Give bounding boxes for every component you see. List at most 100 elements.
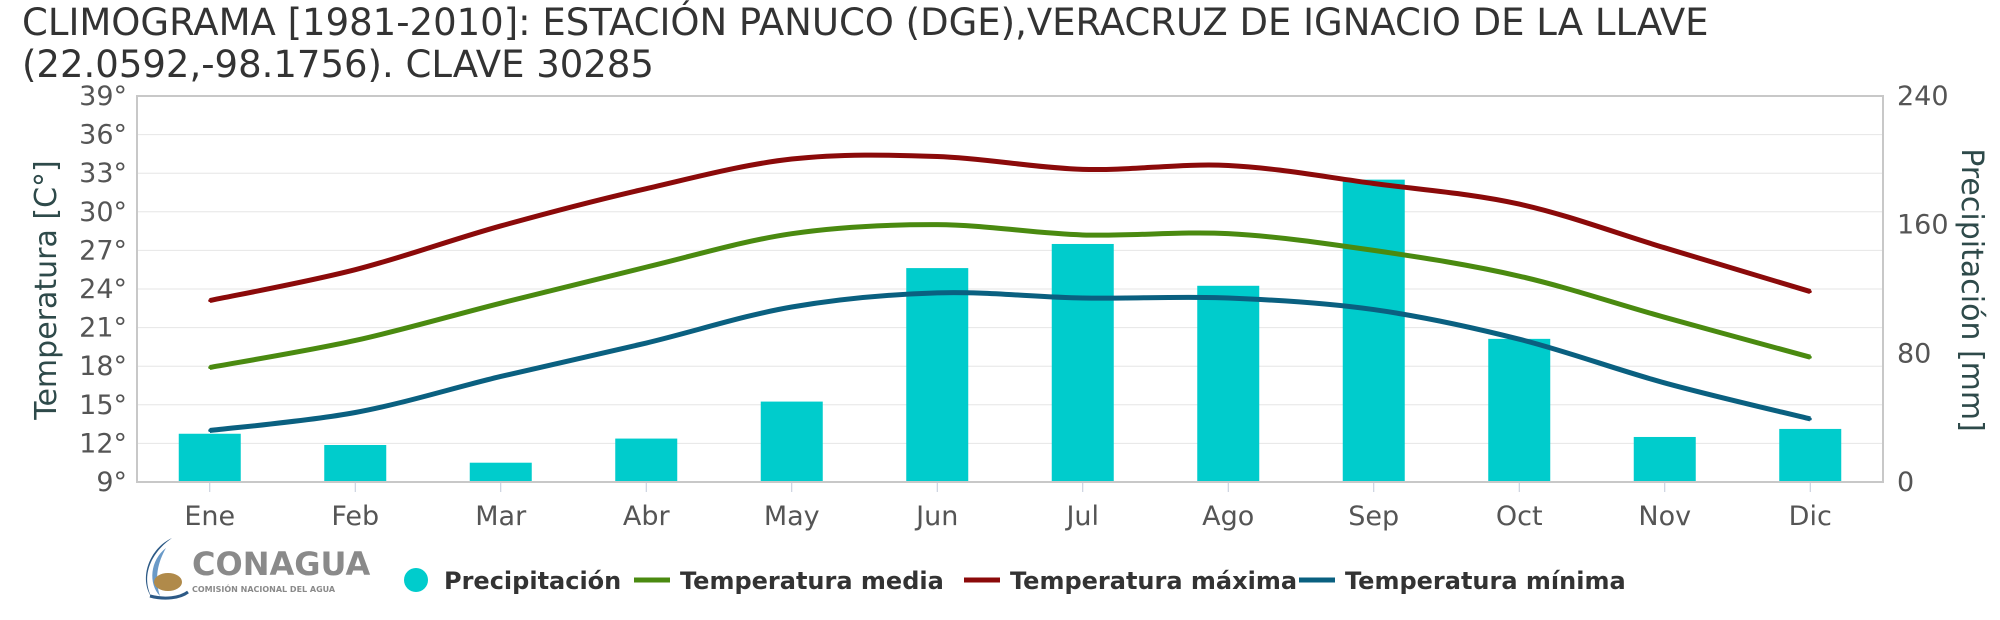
temperatura-maxima-point <box>644 187 648 191</box>
temperatura-maxima-point <box>1517 202 1521 206</box>
left-tick-label: 18° <box>79 351 127 382</box>
temperatura-minima-line <box>209 290 1811 434</box>
legend-item[interactable]: Temperatura máxima <box>964 567 1297 595</box>
plot-frame <box>136 95 1884 483</box>
right-tick-label: 80 <box>1897 338 1931 369</box>
precipitation-bar <box>760 401 823 482</box>
x-tick-label: Sep <box>1348 501 1399 532</box>
x-tick-label: Jul <box>1064 501 1099 532</box>
temperatura-minima-point <box>790 305 794 309</box>
temperatura-minima-point <box>499 374 503 378</box>
grid-lines <box>137 95 1883 483</box>
legend: Precipitación Temperatura media Temperatur… <box>404 567 1626 595</box>
temperatura-minima-point <box>353 411 357 415</box>
temperatura-maxima-point <box>1808 290 1812 294</box>
temperatura-maxima-point <box>790 157 794 161</box>
temperatura-maxima-point <box>935 154 939 158</box>
legend-item[interactable]: Temperatura mínima <box>1299 567 1626 595</box>
temperatura-maxima-line <box>209 152 1811 304</box>
temperatura-media-point <box>353 338 357 342</box>
x-tick-label: Dic <box>1789 501 1832 532</box>
temperatura-minima-point <box>208 429 212 433</box>
left-tick-label: 15° <box>79 390 127 421</box>
x-axis-ticks: Ene Feb Mar Abr May Jun Jul Ago Sep Oct Nov Dic <box>184 482 1832 532</box>
right-axis-title: Precipitación [mm] <box>1954 148 1989 432</box>
legend-item[interactable]: Precipitación <box>404 567 621 595</box>
precipitation-bar <box>1197 285 1260 482</box>
left-tick-label: 27° <box>79 235 127 266</box>
right-tick-label: 160 <box>1897 210 1949 241</box>
temperatura-minima-point <box>1517 337 1521 341</box>
legend-symbol <box>404 568 428 592</box>
left-axis-ticks: 39° 36° 33° 30° 27° 24° 21° 18° 15° 12° 9° <box>79 81 127 498</box>
temperatura-maxima-point <box>1081 167 1085 171</box>
temperatura-media-point <box>1081 233 1085 237</box>
left-axis-title: Temperatura [C°] <box>29 160 64 421</box>
temperatura-maxima-point <box>1372 181 1376 185</box>
temperatura-minima-point <box>1226 296 1230 300</box>
left-tick-label: 33° <box>79 158 127 189</box>
conagua-logo: CONAGUA COMISIÓN NACIONAL DEL AGUA <box>145 538 371 600</box>
x-tick-label: Ene <box>184 501 235 532</box>
precipitation-bar <box>1779 428 1842 482</box>
legend-label: Precipitación <box>444 567 621 595</box>
right-tick-label: 0 <box>1897 467 1914 498</box>
temperatura-media-point <box>935 223 939 227</box>
temperatura-media-line <box>209 222 1811 370</box>
temperatura-minima-point <box>935 291 939 295</box>
temperatura-minima-point <box>1808 417 1812 421</box>
temperatura-maxima-point <box>1226 163 1230 167</box>
temperature-lines <box>208 152 1812 434</box>
x-tick-label: Nov <box>1638 501 1691 532</box>
left-tick-label: 12° <box>79 428 127 459</box>
precipitation-bar <box>324 445 387 482</box>
temperatura-media-point <box>1517 274 1521 278</box>
x-tick-label: Mar <box>475 501 527 532</box>
x-tick-label: Jun <box>914 501 958 532</box>
temperatura-media-point <box>1663 315 1667 319</box>
precipitation-bar <box>178 433 241 482</box>
x-tick-label: Ago <box>1202 501 1254 532</box>
left-tick-label: 21° <box>79 313 127 344</box>
conagua-logo-subtitle: COMISIÓN NACIONAL DEL AGUA <box>192 583 336 594</box>
precipitation-bar <box>1488 338 1551 482</box>
temperatura-maxima-point <box>353 268 357 272</box>
left-tick-label: 30° <box>79 197 127 228</box>
temperatura-minima-point <box>1372 308 1376 312</box>
x-tick-label: Feb <box>331 501 379 532</box>
precipitation-bar <box>906 268 969 482</box>
precipitation-bar <box>615 438 678 482</box>
temperatura-minima-point <box>1663 381 1667 385</box>
temperatura-minima-point <box>1081 296 1085 300</box>
x-tick-label: Abr <box>623 501 671 532</box>
precipitation-bar <box>1342 179 1405 482</box>
conagua-emblem-icon <box>145 538 189 600</box>
precipitation-bars <box>178 179 1842 482</box>
left-tick-label: 36° <box>79 120 127 151</box>
temperatura-media-point <box>1226 232 1230 236</box>
temperatura-media-point <box>1808 355 1812 359</box>
temperatura-maxima-point <box>499 224 503 228</box>
precipitation-bar <box>1051 243 1114 482</box>
temperatura-maxima-point <box>208 299 212 303</box>
temperatura-media-point <box>1372 248 1376 252</box>
left-tick-label: 24° <box>79 274 127 305</box>
conagua-logo-text: CONAGUA <box>192 545 371 583</box>
precipitation-bar <box>469 462 532 482</box>
temperatura-media-point <box>208 365 212 369</box>
x-tick-label: May <box>764 501 820 532</box>
plot-border <box>136 95 1884 483</box>
x-tick-label: Oct <box>1496 501 1543 532</box>
legend-label: Temperatura máxima <box>1010 567 1297 595</box>
right-tick-label: 240 <box>1897 81 1949 112</box>
legend-label: Temperatura media <box>680 567 944 595</box>
left-tick-label: 39° <box>79 81 127 112</box>
temperatura-media-point <box>499 301 503 305</box>
temperatura-maxima-point <box>1663 246 1667 250</box>
chart-title: CLIMOGRAMA [1981-2010]: ESTACIÓN PANUCO … <box>22 1 1709 86</box>
right-axis-ticks: 240 160 80 0 <box>1897 81 1949 498</box>
temperatura-media-point <box>644 265 648 269</box>
temperatura-minima-point <box>644 341 648 345</box>
legend-item[interactable]: Temperatura media <box>634 567 944 595</box>
